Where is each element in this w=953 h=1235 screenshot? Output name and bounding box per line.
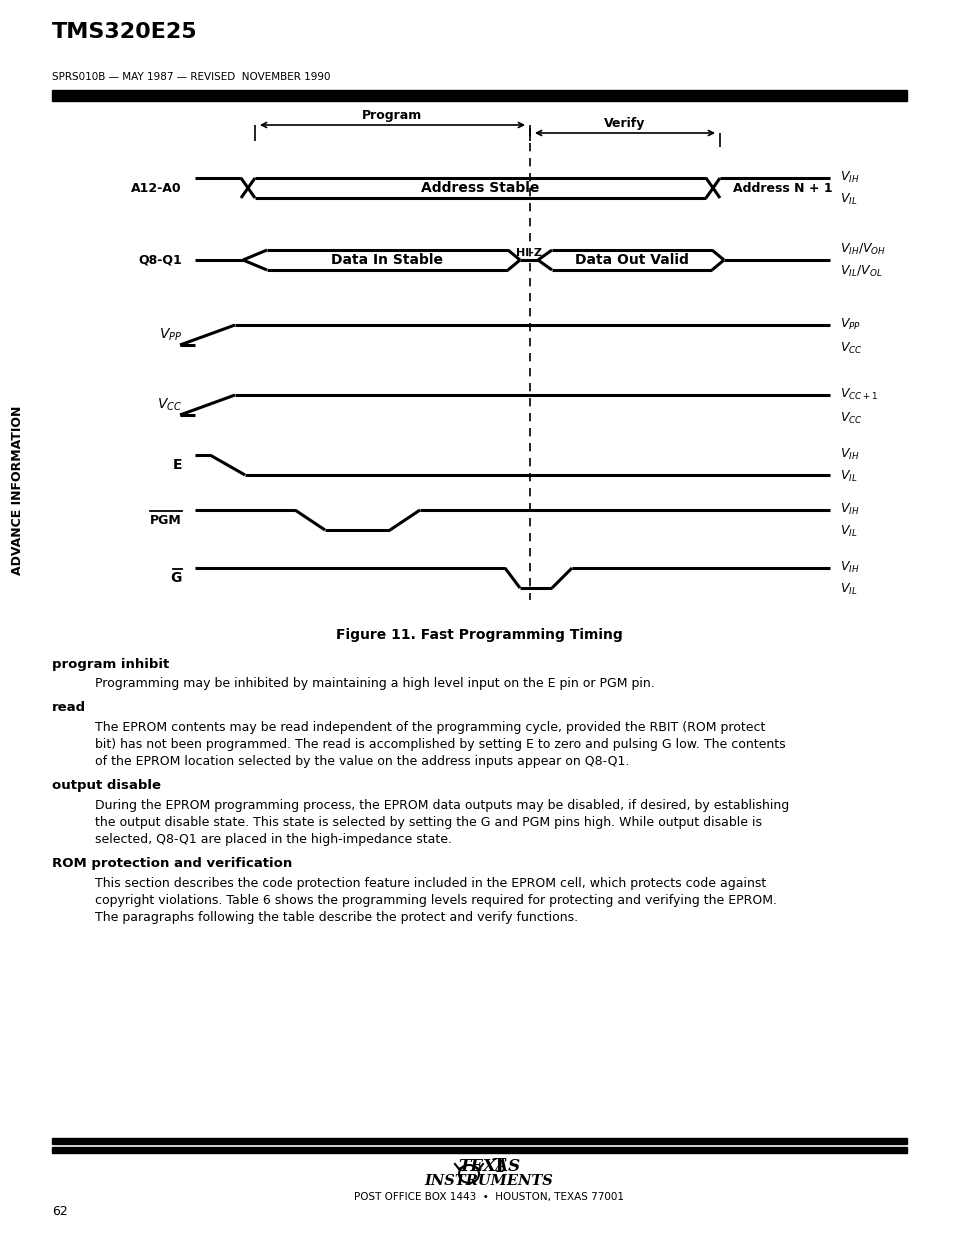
Text: $V_{IH}$: $V_{IH}$ (840, 446, 859, 462)
Text: $V_{PP}$: $V_{PP}$ (840, 316, 861, 331)
Text: $V_{IH}$: $V_{IH}$ (840, 169, 859, 184)
Text: $V_{IL}$: $V_{IL}$ (840, 468, 857, 484)
Text: program inhibit: program inhibit (52, 658, 169, 671)
Text: Data Out Valid: Data Out Valid (575, 253, 688, 267)
Text: The EPROM contents may be read independent of the programming cycle, provided th: The EPROM contents may be read independe… (95, 721, 764, 735)
Text: This section describes the code protection feature included in the EPROM cell, w: This section describes the code protecti… (95, 878, 765, 890)
Text: Address N + 1: Address N + 1 (733, 182, 832, 194)
Text: $V_{IH}$: $V_{IH}$ (840, 559, 859, 574)
Bar (52, 1147, 906, 1153)
Text: Address Stable: Address Stable (421, 182, 539, 195)
Text: ADVANCE INFORMATION: ADVANCE INFORMATION (11, 405, 25, 574)
Text: copyright violations. Table 6 shows the programming levels required for protecti: copyright violations. Table 6 shows the … (95, 894, 776, 906)
Text: ROM protection and verification: ROM protection and verification (52, 857, 292, 869)
Text: $V_{CC+1}$: $V_{CC+1}$ (840, 387, 878, 401)
Text: 62: 62 (52, 1205, 68, 1218)
Text: $V_{IL}$: $V_{IL}$ (840, 582, 857, 597)
Text: G: G (171, 571, 182, 585)
Text: Program: Program (362, 109, 422, 122)
Text: $V_{CC}$: $V_{CC}$ (840, 341, 862, 356)
Text: output disable: output disable (52, 779, 161, 792)
Text: SPRS010B — MAY 1987 — REVISED  NOVEMBER 1990: SPRS010B — MAY 1987 — REVISED NOVEMBER 1… (52, 72, 330, 82)
Text: TEXAS: TEXAS (457, 1158, 519, 1174)
Text: E: E (172, 458, 182, 472)
Text: T: T (492, 1158, 505, 1176)
Text: During the EPROM programming process, the EPROM data outputs may be disabled, if: During the EPROM programming process, th… (95, 799, 788, 813)
Text: selected, Q8-Q1 are placed in the high-impedance state.: selected, Q8-Q1 are placed in the high-i… (95, 832, 452, 846)
Text: Data In Stable: Data In Stable (331, 253, 443, 267)
Text: Figure 11. Fast Programming Timing: Figure 11. Fast Programming Timing (335, 629, 622, 642)
Text: $V_{PP}$: $V_{PP}$ (158, 327, 182, 343)
Text: Programming may be inhibited by maintaining a high level input on the E pin or P: Programming may be inhibited by maintain… (95, 677, 654, 689)
Text: POST OFFICE BOX 1443  •  HOUSTON, TEXAS 77001: POST OFFICE BOX 1443 • HOUSTON, TEXAS 77… (354, 1192, 623, 1202)
Bar (52, 90, 906, 101)
Text: of the EPROM location selected by the value on the address inputs appear on Q8-Q: of the EPROM location selected by the va… (95, 755, 629, 767)
Text: $V_{IL}$: $V_{IL}$ (840, 191, 857, 206)
Text: A12-A0: A12-A0 (132, 182, 182, 194)
Text: Q8-Q1: Q8-Q1 (138, 253, 182, 267)
Text: $V_{IL}/V_{OL}$: $V_{IL}/V_{OL}$ (840, 263, 882, 279)
Text: $V_{IL}$: $V_{IL}$ (840, 524, 857, 538)
Text: HI-Z: HI-Z (516, 248, 541, 258)
Text: $V_{IH}$: $V_{IH}$ (840, 501, 859, 516)
Text: $V_{IH}/V_{OH}$: $V_{IH}/V_{OH}$ (840, 242, 885, 257)
Text: the output disable state. This state is selected by setting the G and PGM pins h: the output disable state. This state is … (95, 816, 761, 829)
Bar (52, 1137, 906, 1144)
Text: bit) has not been programmed. The read is accomplished by setting E to zero and : bit) has not been programmed. The read i… (95, 739, 785, 751)
Text: $V_{CC}$: $V_{CC}$ (840, 410, 862, 426)
Text: $V_{CC}$: $V_{CC}$ (157, 396, 182, 414)
Text: PGM: PGM (150, 514, 182, 526)
Text: INSTRUMENTS: INSTRUMENTS (424, 1174, 553, 1188)
Text: Verify: Verify (603, 117, 645, 130)
Text: read: read (52, 701, 86, 714)
Text: TMS320E25: TMS320E25 (52, 22, 197, 42)
Text: The paragraphs following the table describe the protect and verify functions.: The paragraphs following the table descr… (95, 910, 578, 924)
